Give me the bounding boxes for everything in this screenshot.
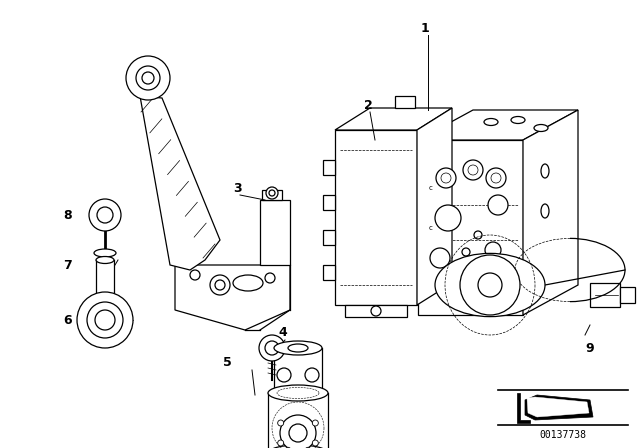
Text: 8: 8 (64, 208, 72, 221)
Circle shape (478, 273, 502, 297)
Polygon shape (517, 393, 530, 423)
Circle shape (436, 168, 456, 188)
Circle shape (305, 447, 311, 448)
Circle shape (435, 205, 461, 231)
Polygon shape (335, 108, 452, 130)
Circle shape (215, 280, 225, 290)
Circle shape (285, 447, 291, 448)
Ellipse shape (511, 116, 525, 124)
Polygon shape (525, 395, 593, 420)
Text: 7: 7 (63, 258, 72, 271)
Ellipse shape (268, 445, 328, 448)
Polygon shape (418, 140, 523, 315)
Polygon shape (140, 96, 220, 270)
Polygon shape (323, 195, 335, 210)
Circle shape (460, 255, 520, 315)
Polygon shape (345, 305, 407, 317)
Circle shape (468, 165, 478, 175)
Circle shape (277, 368, 291, 382)
Circle shape (87, 302, 123, 338)
Polygon shape (260, 200, 290, 265)
Ellipse shape (268, 385, 328, 401)
Ellipse shape (96, 257, 114, 263)
Circle shape (89, 199, 121, 231)
Polygon shape (175, 265, 290, 330)
Circle shape (463, 160, 483, 180)
Polygon shape (523, 110, 578, 315)
Circle shape (259, 335, 285, 361)
Ellipse shape (435, 254, 545, 317)
Circle shape (280, 415, 316, 448)
Circle shape (371, 306, 381, 316)
Text: 4: 4 (278, 326, 287, 339)
Text: 5: 5 (223, 356, 232, 369)
Polygon shape (335, 130, 417, 305)
Ellipse shape (96, 297, 114, 303)
Text: 9: 9 (586, 341, 595, 354)
Text: c: c (429, 225, 433, 231)
Text: 6: 6 (64, 314, 72, 327)
Polygon shape (527, 397, 589, 417)
Circle shape (312, 420, 318, 426)
Circle shape (77, 292, 133, 348)
Circle shape (95, 310, 115, 330)
Ellipse shape (233, 275, 263, 291)
Polygon shape (395, 96, 415, 108)
Polygon shape (620, 287, 635, 303)
Circle shape (142, 72, 154, 84)
Circle shape (462, 248, 470, 256)
Text: 2: 2 (364, 99, 372, 112)
Circle shape (126, 56, 170, 100)
Circle shape (305, 368, 319, 382)
Circle shape (474, 231, 482, 239)
Circle shape (136, 66, 160, 90)
Ellipse shape (94, 249, 116, 257)
Text: c: c (429, 185, 433, 191)
Polygon shape (590, 283, 620, 307)
Ellipse shape (274, 341, 322, 355)
Ellipse shape (274, 386, 322, 400)
Polygon shape (262, 190, 282, 200)
Circle shape (491, 173, 501, 183)
Circle shape (278, 420, 284, 426)
Circle shape (441, 173, 451, 183)
Polygon shape (323, 230, 335, 245)
Circle shape (265, 341, 279, 355)
Ellipse shape (541, 164, 549, 178)
Ellipse shape (288, 344, 308, 352)
Circle shape (265, 273, 275, 283)
Circle shape (486, 168, 506, 188)
Ellipse shape (541, 204, 549, 218)
Circle shape (210, 275, 230, 295)
Circle shape (312, 440, 318, 446)
Circle shape (97, 207, 113, 223)
Polygon shape (417, 108, 452, 305)
Ellipse shape (484, 119, 498, 125)
Text: 1: 1 (420, 22, 429, 34)
Circle shape (278, 440, 284, 446)
Circle shape (266, 187, 278, 199)
Circle shape (269, 190, 275, 196)
Circle shape (190, 270, 200, 280)
Circle shape (430, 248, 450, 268)
Text: 3: 3 (234, 181, 243, 194)
Circle shape (488, 195, 508, 215)
Polygon shape (323, 265, 335, 280)
Polygon shape (323, 160, 335, 175)
Ellipse shape (534, 125, 548, 132)
Polygon shape (418, 110, 578, 140)
Text: 00137738: 00137738 (540, 430, 586, 440)
Circle shape (485, 242, 501, 258)
Circle shape (289, 424, 307, 442)
